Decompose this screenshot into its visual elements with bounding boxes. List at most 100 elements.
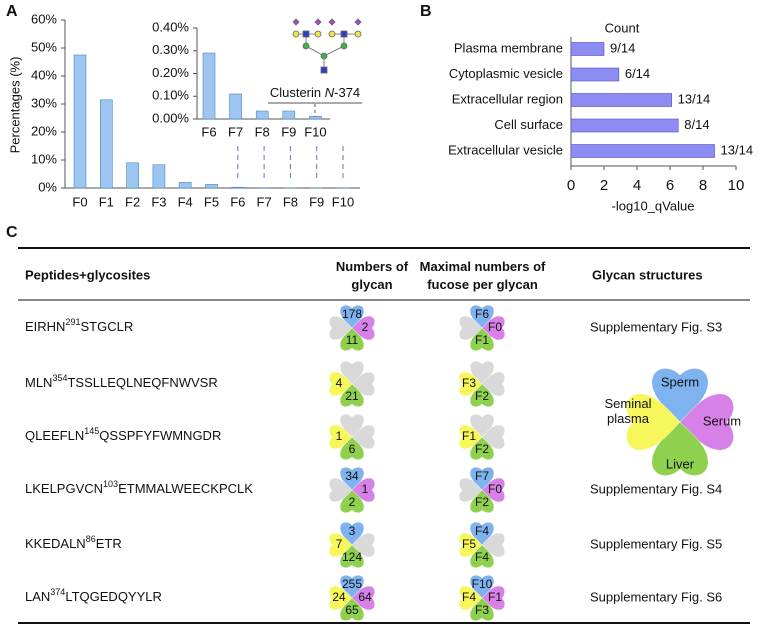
legend-label: Sperm bbox=[661, 374, 699, 389]
y-tick-label: 0.40% bbox=[152, 19, 189, 34]
legend-label: Seminal plasma bbox=[604, 396, 652, 426]
bar bbox=[255, 110, 269, 120]
bar bbox=[202, 52, 216, 120]
petal bbox=[339, 597, 365, 622]
x-tick-label: F10 bbox=[304, 124, 326, 139]
bar bbox=[178, 182, 192, 189]
petal-value: 11 bbox=[346, 333, 359, 347]
petal bbox=[351, 315, 376, 341]
petal-value: F4 bbox=[462, 590, 476, 604]
bar bbox=[570, 144, 715, 158]
peptide-sequence: EIRHN bbox=[25, 319, 65, 334]
annotation-part: -374 bbox=[334, 85, 360, 100]
x-tick-label: F7 bbox=[257, 194, 272, 209]
glycosite: 374 bbox=[50, 587, 65, 597]
x-tick-label: 4 bbox=[633, 177, 641, 194]
petal-value: 7 bbox=[336, 537, 343, 551]
petal-value: F2 bbox=[475, 442, 489, 456]
annotation: Clusterin N-374 bbox=[270, 85, 360, 100]
petal bbox=[339, 413, 365, 438]
x-tick-label: 10 bbox=[728, 177, 745, 194]
peptide: LKELPGVCN103ETMMALWEECKPCLK bbox=[25, 479, 253, 496]
petal-value: 4 bbox=[336, 376, 343, 390]
y-tick-label: 20% bbox=[31, 123, 57, 138]
peptide: EIRHN291STGCLR bbox=[25, 317, 133, 334]
petal bbox=[328, 477, 353, 503]
petal bbox=[351, 371, 376, 397]
petal-value: F4 bbox=[475, 524, 489, 538]
column-header: Maximal numbers of fucose per glycan bbox=[419, 259, 546, 292]
column-header: Numbers of glycan bbox=[335, 259, 409, 292]
glycosite: 291 bbox=[65, 317, 80, 327]
petal bbox=[351, 424, 376, 450]
peptide-sequence: TSSLLEQLNEQFNWVSR bbox=[67, 375, 217, 390]
bar bbox=[570, 118, 679, 133]
bar bbox=[100, 99, 113, 189]
peptide-sequence: LTQGEDQYYLR bbox=[65, 589, 162, 604]
annotation-part: Clusterin bbox=[270, 85, 325, 100]
petal bbox=[481, 315, 506, 341]
petal bbox=[481, 532, 506, 558]
petal-value: F7 bbox=[475, 469, 489, 483]
bar bbox=[231, 186, 245, 189]
x-tick-label: F6 bbox=[230, 194, 245, 209]
petal bbox=[481, 371, 506, 397]
petal-value: F2 bbox=[475, 389, 489, 403]
bar bbox=[282, 110, 296, 120]
column-header: Peptides+glycosites bbox=[25, 267, 150, 282]
petal bbox=[626, 393, 681, 451]
petal bbox=[481, 424, 506, 450]
petal bbox=[481, 477, 506, 503]
peptide-sequence: KKEDALN bbox=[25, 536, 86, 551]
petal bbox=[339, 360, 365, 385]
petal bbox=[679, 393, 734, 451]
petal bbox=[469, 436, 495, 461]
column-header-box: Maximal numbers of fucose per glycan bbox=[419, 259, 546, 292]
column-header-box: Numbers of glycan bbox=[335, 259, 409, 292]
x-tick-label: F8 bbox=[255, 124, 270, 139]
petal bbox=[339, 466, 365, 491]
petal bbox=[458, 371, 483, 397]
petal bbox=[458, 424, 483, 450]
x-axis-label: -log10_qValue bbox=[612, 198, 695, 213]
petal-value: 1 bbox=[336, 429, 343, 443]
petal-value: 3 bbox=[349, 524, 356, 538]
peptide: LAN374LTQGEDQYYLR bbox=[25, 587, 162, 604]
glycosite: 86 bbox=[86, 534, 96, 544]
x-tick-label: 6 bbox=[666, 177, 674, 194]
x-tick-label: F9 bbox=[281, 124, 296, 139]
y-axis-label: Percentages (%) bbox=[7, 57, 22, 154]
bar bbox=[570, 42, 605, 56]
peptide: QLEEFLN145QSSPFYFWMNGDR bbox=[25, 426, 221, 443]
peptide-sequence: LAN bbox=[25, 589, 50, 604]
x-tick-label: F6 bbox=[201, 124, 216, 139]
count-label: 6/14 bbox=[625, 66, 650, 81]
petal bbox=[469, 413, 495, 438]
peptide: KKEDALN86ETR bbox=[25, 534, 122, 551]
panel-label: C bbox=[6, 224, 18, 241]
x-tick-label: F9 bbox=[309, 194, 324, 209]
bar bbox=[205, 184, 218, 189]
peptide-sequence: QLEEFLN bbox=[25, 428, 84, 443]
petal bbox=[351, 585, 376, 611]
count-label: 9/14 bbox=[610, 40, 635, 55]
x-tick-label: F3 bbox=[151, 194, 166, 209]
y-tick-label: Cytoplasmic vesicle bbox=[449, 66, 563, 81]
petal-value: 124 bbox=[342, 550, 362, 564]
petal bbox=[339, 304, 365, 329]
petal-value: F1 bbox=[488, 590, 502, 604]
petal bbox=[339, 436, 365, 461]
petal bbox=[469, 544, 495, 569]
column-header: Glycan structures bbox=[592, 267, 703, 282]
petal-value: F5 bbox=[462, 537, 476, 551]
structure-ref: Supplementary Fig. S4 bbox=[590, 481, 722, 496]
y-tick-label: 50% bbox=[31, 39, 57, 54]
annotation-part: N bbox=[325, 85, 335, 100]
